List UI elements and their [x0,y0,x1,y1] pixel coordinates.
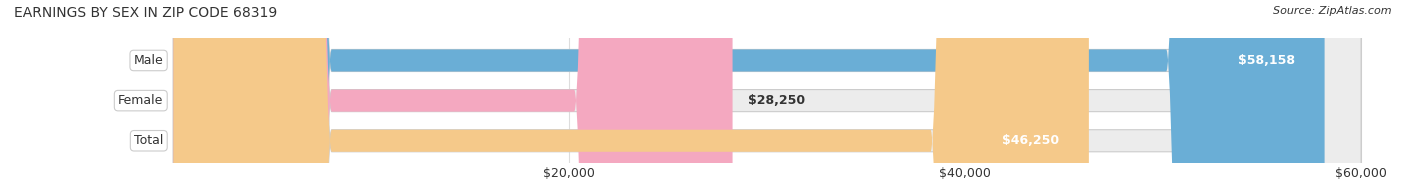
FancyBboxPatch shape [173,0,1361,195]
Text: EARNINGS BY SEX IN ZIP CODE 68319: EARNINGS BY SEX IN ZIP CODE 68319 [14,6,277,20]
Text: $58,158: $58,158 [1237,54,1295,67]
FancyBboxPatch shape [173,0,1361,195]
Text: Female: Female [118,94,163,107]
Text: $28,250: $28,250 [748,94,806,107]
Text: Total: Total [134,134,163,147]
FancyBboxPatch shape [173,0,1324,195]
FancyBboxPatch shape [173,0,1361,195]
FancyBboxPatch shape [173,0,1088,195]
FancyBboxPatch shape [173,0,733,195]
Text: Male: Male [134,54,163,67]
Text: Source: ZipAtlas.com: Source: ZipAtlas.com [1274,6,1392,16]
Text: $46,250: $46,250 [1002,134,1059,147]
